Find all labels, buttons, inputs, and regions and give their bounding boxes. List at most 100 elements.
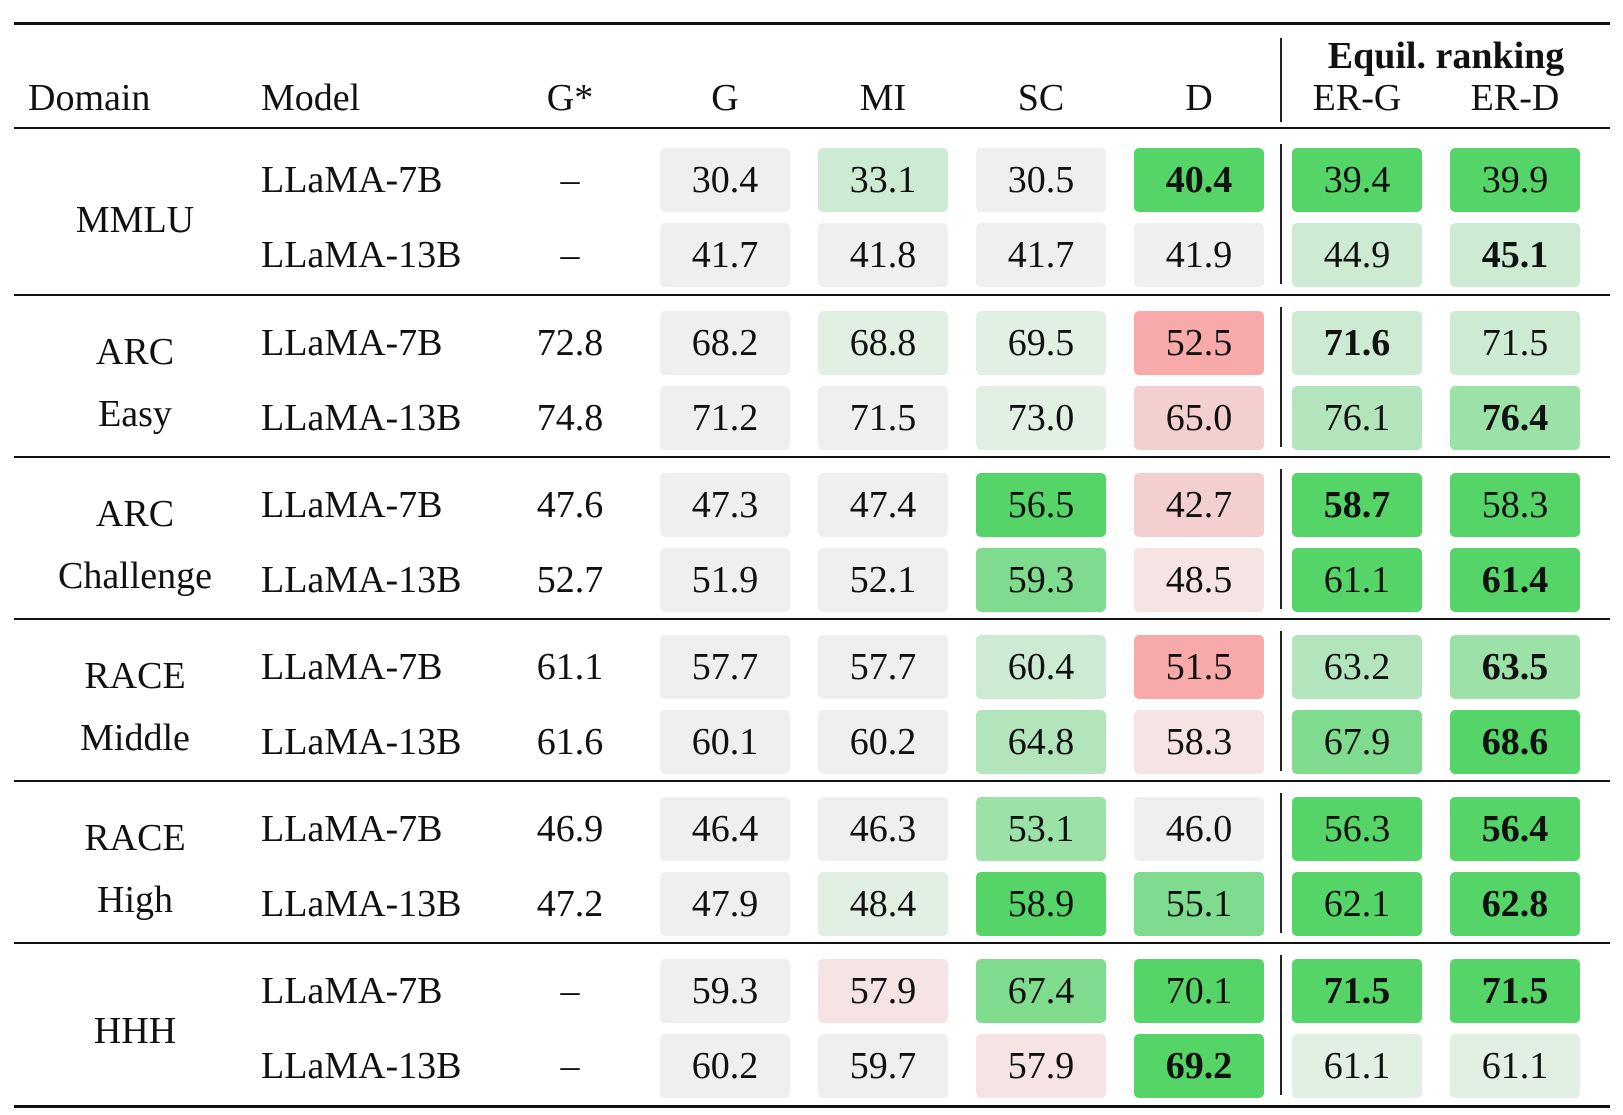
value-cell-er-d: 58.3 — [1450, 473, 1580, 537]
block-separator — [1280, 631, 1282, 771]
value-cell-er-d: 62.8 — [1450, 872, 1580, 936]
model-name: LLaMA-7B — [261, 970, 443, 1012]
g-star-value: 61.1 — [536, 646, 604, 688]
section-rule — [14, 942, 1610, 944]
g-star-value: 61.6 — [536, 721, 604, 763]
model-name: LLaMA-7B — [261, 159, 443, 201]
domain-label-line: Easy — [98, 393, 172, 435]
value-cell-g: 30.4 — [660, 148, 790, 212]
value-cell-g: 60.2 — [660, 1034, 790, 1098]
value-cell-mi: 52.1 — [818, 548, 948, 612]
block-separator — [1280, 793, 1282, 933]
section-rule — [14, 456, 1610, 458]
domain-label: HHH — [0, 1000, 270, 1062]
value-cell-d: 55.1 — [1134, 872, 1264, 936]
model-name: LLaMA-7B — [261, 484, 443, 526]
value-cell-er-g: 58.7 — [1292, 473, 1422, 537]
value-cell-mi: 68.8 — [818, 311, 948, 375]
domain-label: ARC Easy — [0, 321, 270, 445]
value-cell-er-g: 56.3 — [1292, 797, 1422, 861]
value-cell-sc: 58.9 — [976, 872, 1106, 936]
domain-label: ARC Challenge — [0, 483, 270, 607]
value-cell-sc: 53.1 — [976, 797, 1106, 861]
model-name: LLaMA-7B — [261, 808, 443, 850]
block-separator — [1280, 144, 1282, 284]
domain-label-line: HHH — [93, 1010, 177, 1052]
g-star-value: 52.7 — [536, 559, 604, 601]
value-cell-sc: 41.7 — [976, 223, 1106, 287]
value-cell-er-g: 76.1 — [1292, 386, 1422, 450]
header-er-d: ER-D — [1470, 77, 1560, 119]
domain-label: MMLU — [0, 189, 270, 251]
model-name: LLaMA-7B — [261, 322, 443, 364]
value-cell-g: 47.9 — [660, 872, 790, 936]
value-cell-er-d: 63.5 — [1450, 635, 1580, 699]
value-cell-d: 69.2 — [1134, 1034, 1264, 1098]
domain-label-line: ARC — [95, 331, 175, 373]
value-cell-sc: 60.4 — [976, 635, 1106, 699]
value-cell-er-g: 63.2 — [1292, 635, 1422, 699]
value-cell-mi: 60.2 — [818, 710, 948, 774]
value-cell-er-d: 45.1 — [1450, 223, 1580, 287]
value-cell-d: 40.4 — [1134, 148, 1264, 212]
value-cell-mi: 48.4 — [818, 872, 948, 936]
section-rule — [14, 780, 1610, 782]
value-cell-er-g: 71.6 — [1292, 311, 1422, 375]
value-cell-er-g: 67.9 — [1292, 710, 1422, 774]
value-cell-sc: 67.4 — [976, 959, 1106, 1023]
domain-label-line: MMLU — [75, 199, 195, 241]
value-cell-er-g: 61.1 — [1292, 548, 1422, 612]
value-cell-d: 58.3 — [1134, 710, 1264, 774]
value-cell-er-g: 62.1 — [1292, 872, 1422, 936]
value-cell-g: 57.7 — [660, 635, 790, 699]
value-cell-er-d: 61.1 — [1450, 1034, 1580, 1098]
value-cell-mi: 47.4 — [818, 473, 948, 537]
model-name: LLaMA-13B — [261, 397, 462, 439]
value-cell-g: 51.9 — [660, 548, 790, 612]
section-rule — [14, 294, 1610, 296]
g-star-value: 74.8 — [536, 397, 604, 439]
g-star-value: 72.8 — [536, 322, 604, 364]
value-cell-mi: 71.5 — [818, 386, 948, 450]
value-cell-er-d: 76.4 — [1450, 386, 1580, 450]
model-name: LLaMA-13B — [261, 721, 462, 763]
value-cell-mi: 57.7 — [818, 635, 948, 699]
model-name: LLaMA-13B — [261, 559, 462, 601]
value-cell-d: 48.5 — [1134, 548, 1264, 612]
model-name: LLaMA-7B — [261, 646, 443, 688]
value-cell-mi: 59.7 — [818, 1034, 948, 1098]
value-cell-er-d: 61.4 — [1450, 548, 1580, 612]
header-er-g: ER-G — [1312, 77, 1402, 119]
g-star-value: – — [560, 234, 580, 276]
value-cell-er-d: 39.9 — [1450, 148, 1580, 212]
header-domain: Domain — [28, 77, 151, 119]
g-star-value: 47.6 — [536, 484, 604, 526]
block-separator — [1280, 307, 1282, 447]
value-cell-g: 46.4 — [660, 797, 790, 861]
value-cell-d: 46.0 — [1134, 797, 1264, 861]
domain-label-line: Middle — [80, 717, 190, 759]
domain-label-line: ARC — [95, 493, 175, 535]
value-cell-er-d: 68.6 — [1450, 710, 1580, 774]
header-model: Model — [261, 77, 361, 119]
g-star-value: – — [560, 1045, 580, 1087]
value-cell-g: 68.2 — [660, 311, 790, 375]
block-separator — [1280, 955, 1282, 1095]
value-cell-mi: 33.1 — [818, 148, 948, 212]
value-cell-mi: 41.8 — [818, 223, 948, 287]
value-cell-sc: 30.5 — [976, 148, 1106, 212]
value-cell-er-g: 71.5 — [1292, 959, 1422, 1023]
domain-label: RACE Middle — [0, 645, 270, 769]
header-separator — [1280, 38, 1282, 122]
value-cell-sc: 73.0 — [976, 386, 1106, 450]
header-rule — [14, 127, 1610, 129]
value-cell-sc: 69.5 — [976, 311, 1106, 375]
header-sc: SC — [1017, 77, 1065, 119]
value-cell-er-d: 71.5 — [1450, 959, 1580, 1023]
g-star-value: – — [560, 970, 580, 1012]
header-group-equil-ranking: Equil. ranking — [1327, 35, 1565, 77]
value-cell-er-g: 44.9 — [1292, 223, 1422, 287]
domain-label-line: High — [97, 879, 173, 921]
domain-label-line: Challenge — [57, 555, 213, 597]
